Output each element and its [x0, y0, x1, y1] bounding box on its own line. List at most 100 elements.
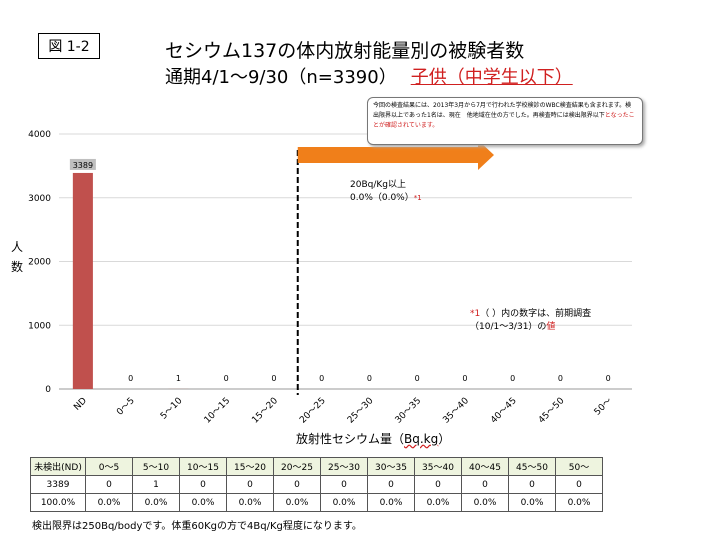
table-count-cell: 0 — [367, 475, 415, 494]
table-header-cell: 20〜25 — [273, 457, 321, 476]
x-axis-label-unit: Bq.kg — [404, 432, 439, 446]
table-header-cell: 15〜20 — [226, 457, 274, 476]
bar — [72, 172, 93, 389]
footnote: 検出限界は250Bq/bodyです。体重60Kgの方で4Bq/Kg程度になります… — [32, 521, 362, 532]
table-header-cell: 25〜30 — [320, 457, 368, 476]
annotation-20bq: 20Bq/Kg以上 0.0%（0.0%）*1 — [350, 179, 422, 205]
x-tick-label: 25〜30 — [346, 396, 376, 426]
bars — [72, 172, 189, 389]
x-axis-label: 放射性セシウム量（Bq.kg） — [296, 430, 450, 447]
threshold-arrow — [297, 140, 494, 170]
table-percent-cell: 0.0% — [555, 493, 603, 512]
table-count-cell: 0 — [320, 475, 368, 494]
table-header-cell: 40〜45 — [461, 457, 509, 476]
table-percent-cell: 0.0% — [226, 493, 274, 512]
annotation-20bq-line1: 20Bq/Kg以上 — [350, 180, 406, 190]
subtitle-highlight: 子供（中学生以下） — [410, 67, 573, 88]
x-tick-label: 0〜5 — [115, 396, 137, 418]
table-header-row: 未検出(ND) 0〜5 5〜10 10〜15 15〜20 20〜25 25〜30 30〜35 3… — [30, 457, 603, 476]
y-tick-label: 3000 — [28, 194, 51, 204]
annotation-previous-red: 値 — [546, 322, 556, 332]
table-header-cell: 未検出(ND) — [30, 457, 86, 476]
annotation-previous-line2: （10/1〜3/31）の — [470, 322, 547, 332]
y-tick-label: 0 — [45, 385, 51, 395]
table-count-cell: 0 — [85, 475, 133, 494]
table-header-cell: 10〜15 — [179, 457, 227, 476]
x-tick-label: 20〜25 — [298, 396, 328, 426]
data-label: 0 — [367, 374, 372, 383]
table-percent-cell: 0.0% — [461, 493, 509, 512]
table-header-cell: 35〜40 — [414, 457, 462, 476]
table-header-cell: 45〜50 — [508, 457, 556, 476]
callout-text-red: となったことが確認されています。 — [373, 112, 635, 129]
data-label: 0 — [415, 374, 420, 383]
table-count-row: 3389 0 1 0 0 0 0 0 0 0 0 0 — [30, 475, 603, 494]
x-tick-label: 40〜45 — [489, 396, 519, 426]
table-count-cell: 3389 — [30, 475, 86, 494]
table-header-cell: 0〜5 — [85, 457, 133, 476]
table-percent-cell: 0.0% — [273, 493, 321, 512]
subtitle-period: 通期4/1〜9/30（n=3390） — [165, 67, 397, 88]
data-label: 0 — [319, 374, 324, 383]
callout-text: 今回の検査結果には、2013年3月から7月で行われた学校検診のWBC検査結果も含… — [373, 102, 632, 119]
table-count-cell: 0 — [555, 475, 603, 494]
annotation-20bq-line2: 0.0%（0.0%） — [350, 193, 414, 203]
y-tick-label: 2000 — [28, 258, 51, 268]
table-count-cell: 1 — [132, 475, 180, 494]
chart-subtitle: 通期4/1〜9/30（n=3390） 子供（中学生以下） — [165, 63, 573, 89]
x-tick-label: ND — [72, 396, 89, 413]
chart-title: セシウム137の体内放射能量別の被験者数 — [165, 40, 525, 62]
x-tick-label: 15〜20 — [250, 396, 280, 426]
table-count-cell: 0 — [414, 475, 462, 494]
data-label: 3389 — [73, 161, 93, 170]
table-count-cell: 0 — [179, 475, 227, 494]
x-tick-label: 50〜 — [593, 396, 615, 418]
table-count-cell: 0 — [461, 475, 509, 494]
summary-table: 未検出(ND) 0〜5 5〜10 10〜15 15〜20 20〜25 25〜30 30〜35 3… — [30, 457, 603, 512]
x-tick-label: 30〜35 — [394, 396, 424, 426]
data-label-bg — [69, 158, 96, 170]
table-header-cell: 50〜 — [555, 457, 603, 476]
data-labels: 3389 0 1 0 0 0 0 0 0 0 0 0 — [69, 158, 611, 383]
table-percent-cell: 0.0% — [320, 493, 368, 512]
table-percent-cell: 0.0% — [414, 493, 462, 512]
threshold-annotations — [296, 140, 494, 395]
y-axis-label: 人 数 — [10, 237, 24, 277]
y-axis-label-char: 人 — [10, 240, 23, 254]
x-tick-label: 5〜10 — [159, 396, 185, 422]
figure-label: 図 1-2 — [38, 33, 100, 59]
table-count-cell: 0 — [226, 475, 274, 494]
table-percent-row: 100.0% 0.0% 0.0% 0.0% 0.0% 0.0% 0.0% 0.0% 0.0% 0.… — [30, 493, 603, 512]
table-header-cell: 30〜35 — [367, 457, 415, 476]
data-label: 0 — [128, 374, 133, 383]
data-label: 1 — [176, 374, 181, 383]
table-header-cell: 5〜10 — [132, 457, 180, 476]
x-axis-label-suffix: ） — [438, 432, 451, 446]
x-tick-label: 35〜40 — [441, 396, 471, 426]
y-tick-label: 1000 — [28, 321, 51, 331]
annotation-previous-mark: *1 — [470, 309, 481, 319]
data-label: 0 — [271, 374, 276, 383]
annotation-20bq-mark: *1 — [413, 194, 422, 202]
y-axis-ticks: 0 1000 2000 3000 4000 — [28, 130, 51, 395]
table-percent-cell: 100.0% — [30, 493, 86, 512]
data-label: 0 — [462, 374, 467, 383]
x-tick-label: 10〜15 — [203, 396, 233, 426]
table-percent-cell: 0.0% — [508, 493, 556, 512]
data-label: 0 — [606, 374, 611, 383]
table-percent-cell: 0.0% — [179, 493, 227, 512]
table-percent-cell: 0.0% — [85, 493, 133, 512]
x-axis-ticks: ND 0〜5 5〜10 10〜15 15〜20 20〜25 25〜30 30〜35 35〜40 4… — [72, 396, 614, 426]
callout-box: 今回の検査結果には、2013年3月から7月で行われた学校検診のWBC検査結果も含… — [367, 97, 643, 145]
table-count-cell: 0 — [273, 475, 321, 494]
annotation-previous-line1: （ ）内の数字は、前期調査 — [480, 309, 592, 319]
table-percent-cell: 0.0% — [132, 493, 180, 512]
gridlines — [59, 133, 632, 390]
y-axis-label-char: 数 — [10, 260, 23, 274]
annotation-previous: *1（ ）内の数字は、前期調査 （10/1〜3/31）の値 — [470, 308, 591, 334]
y-tick-label: 4000 — [28, 130, 51, 140]
table-percent-cell: 0.0% — [367, 493, 415, 512]
data-label: 0 — [558, 374, 563, 383]
table-count-cell: 0 — [508, 475, 556, 494]
